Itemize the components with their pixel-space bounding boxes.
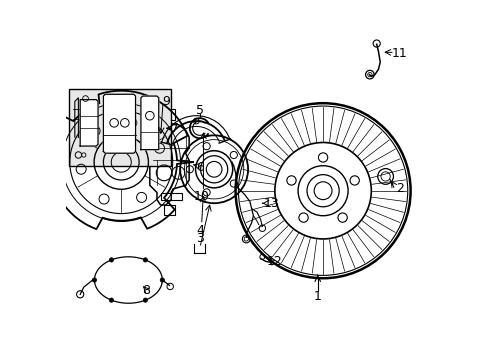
Circle shape [160, 278, 164, 282]
Text: 6: 6 [196, 161, 203, 174]
Polygon shape [80, 100, 98, 146]
Text: 13: 13 [263, 197, 279, 210]
Polygon shape [141, 96, 159, 150]
Text: 4: 4 [196, 224, 203, 237]
Text: 8: 8 [142, 284, 150, 297]
Circle shape [109, 298, 113, 302]
Text: 1: 1 [313, 289, 321, 303]
Text: 5: 5 [196, 104, 203, 117]
Text: 9: 9 [162, 95, 169, 108]
Circle shape [109, 258, 113, 262]
Polygon shape [103, 94, 135, 153]
Circle shape [143, 298, 147, 302]
Bar [69, 89, 171, 166]
Text: 11: 11 [391, 47, 407, 60]
Text: 12: 12 [266, 255, 282, 268]
Text: 3: 3 [196, 233, 203, 246]
Text: 10: 10 [193, 190, 209, 203]
Text: 7: 7 [170, 122, 179, 135]
Bar [160, 193, 182, 200]
Circle shape [92, 278, 97, 282]
Circle shape [143, 258, 147, 262]
Text: 2: 2 [395, 183, 403, 195]
